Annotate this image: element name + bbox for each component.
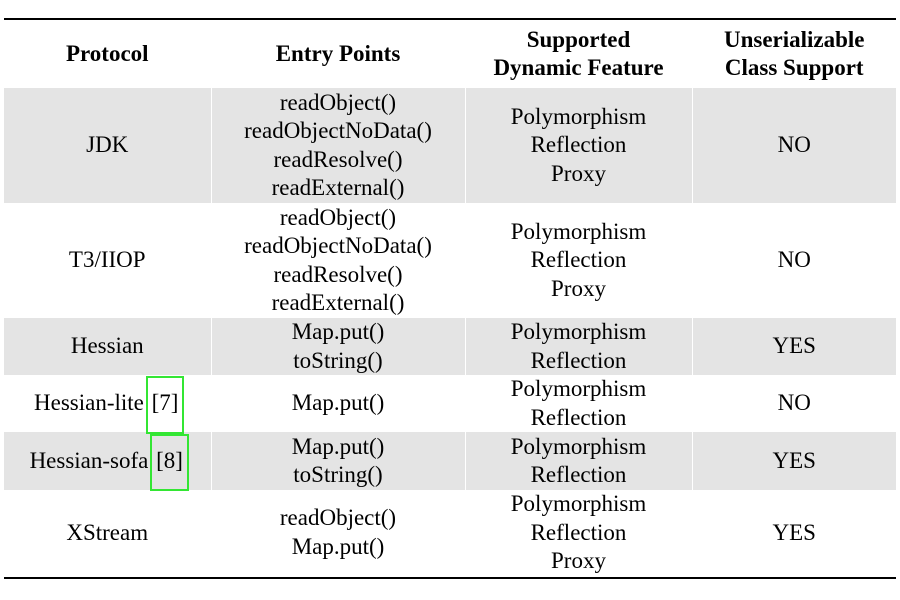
protocol-cell: T3/IIOP xyxy=(4,203,212,318)
citation-link[interactable]: [7] xyxy=(145,376,185,434)
protocol-cell: Hessian xyxy=(4,318,212,375)
entry-points-cell: readObject() readObjectNoData() readReso… xyxy=(211,203,466,318)
features-cell: Polymorphism Reflection Proxy xyxy=(465,490,693,576)
protocol-cell: JDK xyxy=(4,88,212,203)
table-row: JDK readObject() readObjectNoData() read… xyxy=(4,88,896,203)
protocol-cell: Hessian-lite [7] xyxy=(4,375,212,434)
entry-points-cell: readObject() readObjectNoData() readReso… xyxy=(211,88,466,203)
features-cell: Polymorphism Reflection xyxy=(465,432,693,490)
protocol-cell: Hessian-sofa [8] xyxy=(4,432,212,492)
table-row: XStream readObject() Map.put() Polymorph… xyxy=(4,490,896,576)
features-cell: Polymorphism Reflection xyxy=(465,375,693,432)
entry-points-cell: Map.put() toString() xyxy=(211,318,466,375)
header-entry-points: Entry Points xyxy=(211,20,466,88)
support-cell: YES xyxy=(692,432,896,490)
header-unserializable-support: Unserializable Class Support xyxy=(723,27,865,80)
features-cell: Polymorphism Reflection xyxy=(465,318,693,375)
citation-link[interactable]: [8] xyxy=(150,433,189,492)
protocol-cell: XStream xyxy=(4,490,212,576)
entry-points-cell: Map.put() toString() xyxy=(211,432,466,490)
support-cell: NO xyxy=(692,88,896,203)
entry-points-cell: Map.put() xyxy=(211,375,466,432)
table-row: Hessian-lite [7] Map.put() Polymorphism … xyxy=(4,375,896,434)
support-cell: YES xyxy=(772,519,816,545)
support-cell: YES xyxy=(692,318,896,375)
bottom-rule xyxy=(4,577,896,579)
header-dynamic-feature: Supported Dynamic Feature xyxy=(465,20,693,88)
table-row: Hessian Map.put() toString() Polymorphis… xyxy=(4,318,896,375)
table-row: Hessian-sofa [8] Map.put() toString() Po… xyxy=(4,432,896,492)
table-row: T3/IIOP readObject() readObjectNoData() … xyxy=(4,203,896,318)
features-cell: Polymorphism Reflection Proxy xyxy=(465,203,693,318)
support-cell: NO xyxy=(777,247,811,273)
support-cell: NO xyxy=(777,390,811,416)
top-rule xyxy=(4,18,896,20)
header-row: Protocol Entry Points Supported Dynamic … xyxy=(4,20,896,88)
protocol-comparison-table: Protocol Entry Points Supported Dynamic … xyxy=(4,20,896,576)
entry-points-cell: readObject() Map.put() xyxy=(211,490,466,576)
features-cell: Polymorphism Reflection Proxy xyxy=(465,88,693,203)
header-protocol: Protocol xyxy=(4,20,212,88)
